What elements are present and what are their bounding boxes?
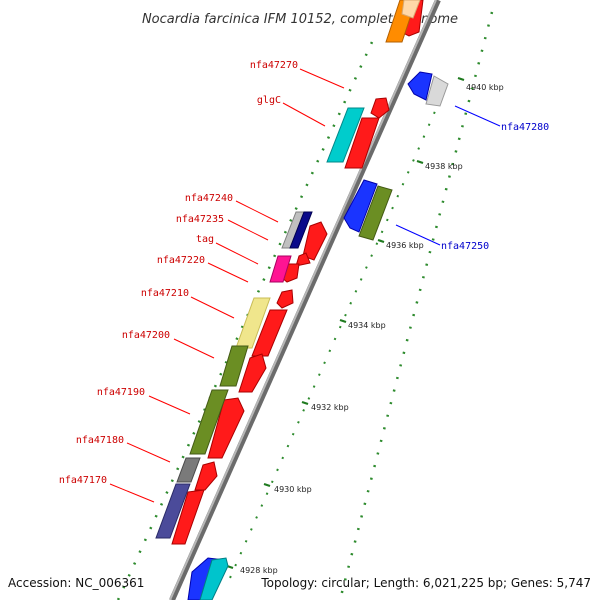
reverse-gene-arrows bbox=[343, 71, 449, 241]
gene-block bbox=[189, 389, 229, 455]
gene-block bbox=[155, 483, 191, 539]
scale-label: 4938 kbp bbox=[425, 162, 463, 171]
reverse-leader-lines bbox=[395, 105, 501, 246]
gene-block bbox=[269, 255, 292, 283]
gene-blocks bbox=[155, 0, 421, 539]
gene-block bbox=[235, 297, 271, 349]
leader-line bbox=[299, 68, 345, 89]
gene-label[interactable]: nfa47250 bbox=[441, 241, 489, 252]
leader-line bbox=[282, 102, 326, 127]
gene-arrow bbox=[199, 557, 229, 600]
forward-gene-labels: nfa47270 glgC nfa47240 nfa47235 tag nfa4… bbox=[59, 60, 298, 486]
gene-arrow bbox=[194, 461, 218, 491]
gene-label[interactable]: nfa47240 bbox=[185, 193, 233, 204]
gene-block bbox=[219, 345, 249, 387]
gene-label[interactable]: glgC bbox=[257, 95, 281, 106]
gene-block bbox=[401, 0, 421, 19]
gene-arrow bbox=[344, 117, 380, 169]
scale-label: 4930 kbp bbox=[274, 485, 312, 494]
scale-tick bbox=[457, 76, 465, 82]
inner-tick-track bbox=[116, 41, 374, 600]
scale-tick bbox=[377, 238, 385, 244]
scale-label: 4934 kbp bbox=[348, 321, 386, 330]
genome-title: Nocardia farcinica IFM 10152, complete g… bbox=[142, 12, 458, 27]
gene-arrow bbox=[407, 71, 433, 101]
outer-tick-track bbox=[338, 11, 494, 600]
leader-line bbox=[395, 224, 441, 246]
gene-arrow bbox=[425, 75, 449, 107]
leader-line bbox=[235, 200, 279, 223]
gene-label[interactable]: nfa47200 bbox=[122, 330, 170, 341]
gene-label[interactable]: nfa47280 bbox=[501, 122, 549, 133]
gene-label[interactable]: nfa47210 bbox=[141, 288, 189, 299]
leader-line bbox=[126, 442, 171, 463]
gene-arrow bbox=[238, 353, 267, 393]
leader-line bbox=[454, 105, 501, 127]
gene-label[interactable]: tag bbox=[196, 234, 214, 245]
chromosome-backbone-highlight bbox=[169, 0, 437, 600]
genome-summary-text: Topology: circular; Length: 6,021,225 bp… bbox=[260, 576, 591, 590]
forward-tick-track bbox=[229, 99, 441, 579]
gene-arrow bbox=[276, 289, 294, 309]
gene-label[interactable]: nfa47190 bbox=[97, 387, 145, 398]
gene-arrow bbox=[343, 179, 378, 233]
gene-block bbox=[289, 211, 313, 249]
gene-block bbox=[326, 107, 365, 163]
gene-block bbox=[176, 457, 201, 483]
scale-tick bbox=[263, 482, 271, 488]
chromosome-backbone bbox=[169, 0, 441, 600]
scale-tick bbox=[301, 400, 309, 406]
scale-label: 4936 kbp bbox=[386, 241, 424, 250]
gene-label[interactable]: nfa47220 bbox=[157, 255, 205, 266]
gene-label[interactable]: nfa47180 bbox=[76, 435, 124, 446]
scale-tick bbox=[339, 318, 347, 324]
leader-line bbox=[227, 219, 269, 241]
forward-leader-lines bbox=[109, 68, 345, 503]
accession-text: Accession: NC_006361 bbox=[8, 576, 144, 590]
gene-label[interactable]: nfa47235 bbox=[176, 214, 224, 225]
gene-arrow bbox=[370, 97, 390, 119]
scale-label: 4928 kbp bbox=[240, 566, 278, 575]
scale-tick bbox=[416, 159, 424, 165]
leader-line bbox=[190, 296, 235, 319]
gene-arrow bbox=[302, 221, 328, 261]
leader-line bbox=[148, 395, 191, 415]
reverse-gene-labels: nfa47280 nfa47250 bbox=[441, 122, 549, 252]
scale-label: 4940 kbp bbox=[466, 83, 504, 92]
leader-line bbox=[207, 262, 249, 283]
gene-arrow bbox=[251, 309, 288, 357]
leader-line bbox=[215, 242, 259, 265]
leader-line bbox=[173, 338, 215, 359]
scale-label: 4932 kbp bbox=[311, 403, 349, 412]
leader-line bbox=[109, 483, 155, 503]
gene-arrow bbox=[295, 252, 311, 267]
gene-label[interactable]: nfa47170 bbox=[59, 475, 107, 486]
scale-ticks bbox=[226, 76, 465, 570]
gene-label[interactable]: nfa47270 bbox=[250, 60, 298, 71]
gene-arrow bbox=[171, 489, 205, 545]
gene-arrow bbox=[207, 397, 245, 459]
gene-arrow bbox=[358, 185, 393, 241]
